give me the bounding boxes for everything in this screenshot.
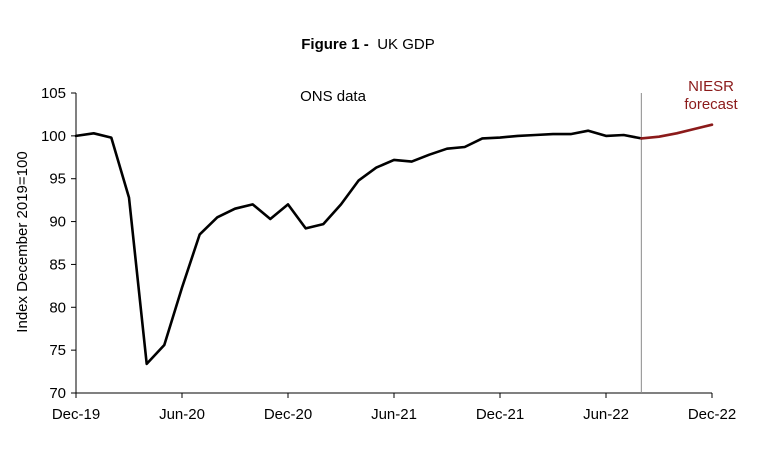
- ons-data-series-line: [74, 129, 643, 366]
- ons-data-label: ONS data: [300, 88, 367, 105]
- y-tick-label: 95: [49, 171, 66, 188]
- y-axis-title: Index December 2019=100: [14, 151, 31, 332]
- niesr-label-line1: NIESR: [688, 78, 734, 95]
- y-tick-label: 80: [49, 299, 66, 316]
- niesr-label-line2: forecast: [684, 96, 738, 113]
- x-tick-label: Jun-20: [159, 406, 205, 423]
- plot-area: 70 75 80 85 90 95 100 105 Dec-19 Jun-20 Dec-20 Jun-…: [41, 85, 736, 423]
- niesr-forecast-series-line: [639, 123, 714, 140]
- y-tick-label: 85: [49, 256, 66, 273]
- x-tick-label: Jun-21: [371, 406, 417, 423]
- x-tick-label: Dec-19: [52, 406, 100, 423]
- y-tick-label: 70: [49, 385, 66, 402]
- x-tick-label: Jun-22: [583, 406, 629, 423]
- chart-title-prefix: Figure 1 -: [301, 36, 369, 53]
- x-tick-label: Dec-20: [264, 406, 312, 423]
- y-tick-label: 100: [41, 128, 66, 145]
- x-tick-label: Dec-22: [688, 406, 736, 423]
- y-tick-label: 75: [49, 342, 66, 359]
- x-tick-label: Dec-21: [476, 406, 524, 423]
- chart-title-main: UK GDP: [377, 36, 435, 53]
- chart-title: Figure 1 - UK GDP: [301, 36, 434, 53]
- y-tick-label: 90: [49, 214, 66, 231]
- y-tick-label: 105: [41, 85, 66, 102]
